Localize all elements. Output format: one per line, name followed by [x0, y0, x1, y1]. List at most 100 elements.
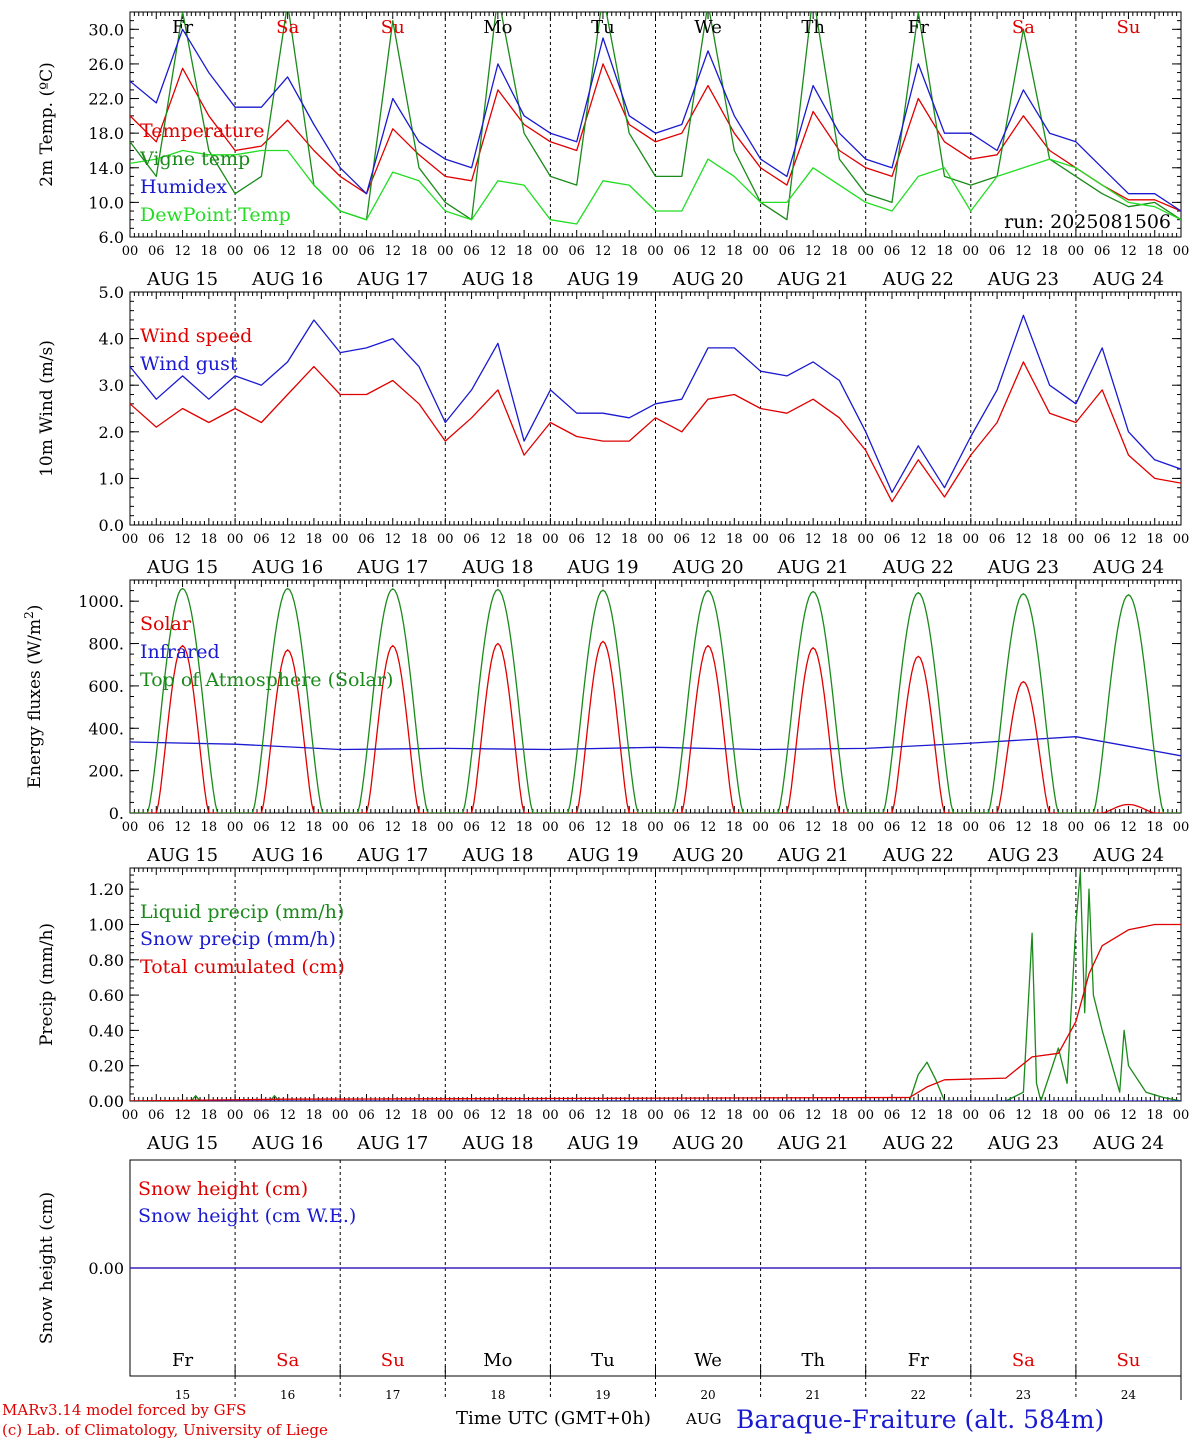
- day-label: AUG 24: [1092, 269, 1164, 290]
- panel-precip: 1.20 1.00 0.80 0.60 0.40 0.20 0.00 Precip (mm/h…: [37, 867, 1189, 1154]
- y-tick-label: 22.0: [88, 90, 124, 109]
- weekday-label: Th: [801, 1350, 825, 1371]
- hour-tick-label: 18: [1146, 532, 1163, 547]
- y-tick-label: 4.0: [99, 330, 124, 349]
- hour-tick-label: 06: [568, 244, 585, 259]
- hour-tick-label: 12: [384, 1108, 401, 1123]
- hour-tick-label: 00: [963, 532, 980, 547]
- model-credit: MARv3.14 model forced by GFS: [2, 1401, 246, 1419]
- hour-tick-label: 00: [542, 532, 559, 547]
- hour-tick-label: 18: [726, 1108, 743, 1123]
- hour-tick-label: 18: [726, 244, 743, 259]
- hour-tick-label: 12: [805, 244, 822, 259]
- hour-tick-label: 00: [227, 532, 244, 547]
- hour-tick-label: 06: [253, 1108, 270, 1123]
- hour-tick-label: 06: [989, 532, 1006, 547]
- hour-tick-label: 06: [463, 820, 480, 835]
- weekday-label: Fr: [908, 17, 929, 38]
- hour-tick-label: 18: [201, 820, 218, 835]
- hour-tick-label: 12: [910, 1108, 927, 1123]
- y-axis-label: 10m Wind (m/s): [37, 340, 57, 477]
- y-tick-label: 1.0: [99, 469, 124, 488]
- hour-tick-label: 00: [647, 532, 664, 547]
- hour-tick-label: 12: [1015, 820, 1032, 835]
- hour-tick-label: 06: [884, 244, 901, 259]
- hour-tick-label: 18: [831, 820, 848, 835]
- hour-tick-label: 12: [910, 820, 927, 835]
- legend-entry: Snow precip (mm/h): [140, 928, 336, 950]
- hour-tick-label: 12: [384, 244, 401, 259]
- hour-tick-label: 00: [122, 1108, 139, 1123]
- hour-tick-label: 12: [174, 532, 191, 547]
- day-label: AUG 22: [882, 557, 954, 578]
- day-label: AUG 23: [987, 845, 1059, 866]
- weekday-label: Fr: [172, 17, 193, 38]
- hour-tick-label: 18: [201, 244, 218, 259]
- hour-tick-label: 06: [989, 1108, 1006, 1123]
- hour-tick-label: 00: [332, 1108, 349, 1123]
- day-label: AUG 15: [146, 269, 218, 290]
- y-tick-label: 2.0: [99, 423, 124, 442]
- series-line-infrared: [130, 736, 1181, 757]
- hour-tick-label: 06: [884, 1108, 901, 1123]
- hour-tick-label: 00: [857, 1108, 874, 1123]
- hour-tick-label: 18: [411, 244, 428, 259]
- legend-entry: Snow height (cm W.E.): [138, 1205, 356, 1227]
- hour-tick-label: 00: [1068, 244, 1085, 259]
- hour-tick-label: 18: [936, 1108, 953, 1123]
- hour-tick-label: 00: [752, 532, 769, 547]
- hour-tick-label: 12: [910, 244, 927, 259]
- hour-tick-label: 00: [1068, 820, 1085, 835]
- hour-tick-label: 12: [174, 820, 191, 835]
- hour-tick-label: 18: [306, 244, 323, 259]
- day-label: AUG 18: [461, 1133, 533, 1154]
- y-tick-label: 1.00: [88, 915, 124, 934]
- hour-tick-label: 18: [621, 244, 638, 259]
- legend-entry: Snow height (cm): [138, 1178, 308, 1200]
- hour-tick-label: 18: [621, 820, 638, 835]
- hour-tick-label: 00: [122, 820, 139, 835]
- hour-tick-label: 18: [1041, 532, 1058, 547]
- y-tick-label: 6.0: [99, 228, 124, 247]
- hour-tick-label: 00: [1068, 532, 1085, 547]
- y-tick-label: 30.0: [88, 20, 124, 39]
- hour-tick-label: 18: [201, 1108, 218, 1123]
- hour-tick-label: 18: [1146, 1108, 1163, 1123]
- y-axis-label-sup: 2: [22, 611, 36, 619]
- y-axis-label-main: Energy fluxes (W/m: [25, 619, 45, 788]
- y-tick-label: 1000.: [78, 592, 124, 611]
- hour-tick-label: 06: [358, 244, 375, 259]
- hour-tick-label: 12: [700, 532, 717, 547]
- weekday-label: Sa: [1012, 1350, 1035, 1371]
- hour-tick-label: 18: [1041, 244, 1058, 259]
- hour-tick-label: 18: [516, 244, 533, 259]
- hour-tick-label: 00: [542, 1108, 559, 1123]
- weekday-label: Sa: [276, 1350, 299, 1371]
- legend-entry: Wind gust: [140, 353, 238, 375]
- y-tick-label: 26.0: [88, 55, 124, 74]
- day-number: 24: [1121, 1388, 1137, 1402]
- hour-tick-label: 06: [1094, 532, 1111, 547]
- day-label: AUG 16: [251, 557, 323, 578]
- hour-tick-label: 12: [279, 532, 296, 547]
- hour-tick-label: 12: [595, 532, 612, 547]
- hour-tick-label: 12: [490, 1108, 507, 1123]
- hour-tick-label: 12: [1120, 244, 1137, 259]
- hour-tick-label: 18: [936, 244, 953, 259]
- y-axis-label: 2m Temp. (ºC): [37, 62, 57, 187]
- hour-tick-label: 12: [595, 244, 612, 259]
- weekday-label: Th: [801, 17, 825, 38]
- hour-tick-label: 00: [122, 532, 139, 547]
- hour-tick-label: 18: [306, 820, 323, 835]
- day-label: AUG 18: [461, 269, 533, 290]
- hour-tick-label: 18: [936, 532, 953, 547]
- day-number: 15: [175, 1388, 190, 1402]
- y-tick-label: 800.: [88, 635, 124, 654]
- hour-tick-label: 06: [148, 1108, 165, 1123]
- hour-tick-label: 00: [437, 532, 454, 547]
- series-line-vigne-temp: [130, 12, 1181, 221]
- hour-tick-label: 06: [989, 244, 1006, 259]
- hour-tick-label: 06: [884, 532, 901, 547]
- hour-tick-label: 12: [1120, 820, 1137, 835]
